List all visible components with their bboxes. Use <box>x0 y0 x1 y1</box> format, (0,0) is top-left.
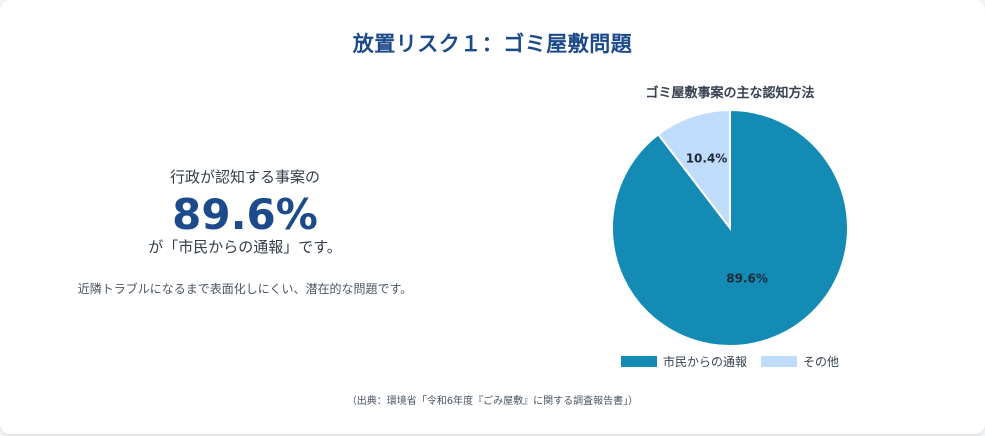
legend-swatch-citizen-report <box>620 356 657 367</box>
legend-swatch-other <box>761 356 797 367</box>
chart-title: ゴミ屋敷事案の主な認知方法 <box>645 86 815 101</box>
pie-chart: 89.6% 10.4% <box>611 108 849 347</box>
summary-highlight: 89.6% <box>172 190 318 239</box>
legend-item-other[interactable]: その他 <box>761 353 839 370</box>
pie-slice-other[interactable] <box>656 108 731 231</box>
chart-legend: 市民からの通報 その他 <box>560 353 900 370</box>
pie-data-label-citizen-report: 89.6% <box>726 271 768 285</box>
pie-data-label-other: 10.4% <box>686 152 728 166</box>
summary-tail: が「市民からの通報」です。 <box>148 238 342 256</box>
pie-labels: 89.6% 10.4% <box>686 152 768 286</box>
summary-note: 近隣トラブルになるまで表面化しにくい、潜在的な問題です。 <box>77 282 413 296</box>
legend-label-citizen-report: 市民からの通報 <box>662 355 747 369</box>
pie-slices <box>611 108 849 347</box>
page-title: 放置リスク１：ゴミ屋敷問題 <box>352 32 633 56</box>
legend-label-other: その他 <box>803 355 840 369</box>
summary-lead: 行政が認知する事案の <box>169 168 320 186</box>
legend-item-citizen-report[interactable]: 市民からの通報 <box>620 353 747 370</box>
summary-block: 行政が認知する事案の 89.6% が「市民からの通報」です。 近隣トラブルになる… <box>40 166 450 298</box>
source-note: （出典：環境省「令和6年度『ごみ屋敷』に関する調査報告書」） <box>346 396 639 407</box>
